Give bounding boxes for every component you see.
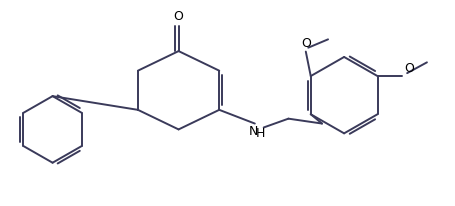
Text: N: N — [248, 124, 258, 137]
Text: O: O — [300, 36, 310, 49]
Text: O: O — [173, 10, 183, 23]
Text: H: H — [255, 126, 265, 139]
Text: O: O — [403, 61, 413, 74]
